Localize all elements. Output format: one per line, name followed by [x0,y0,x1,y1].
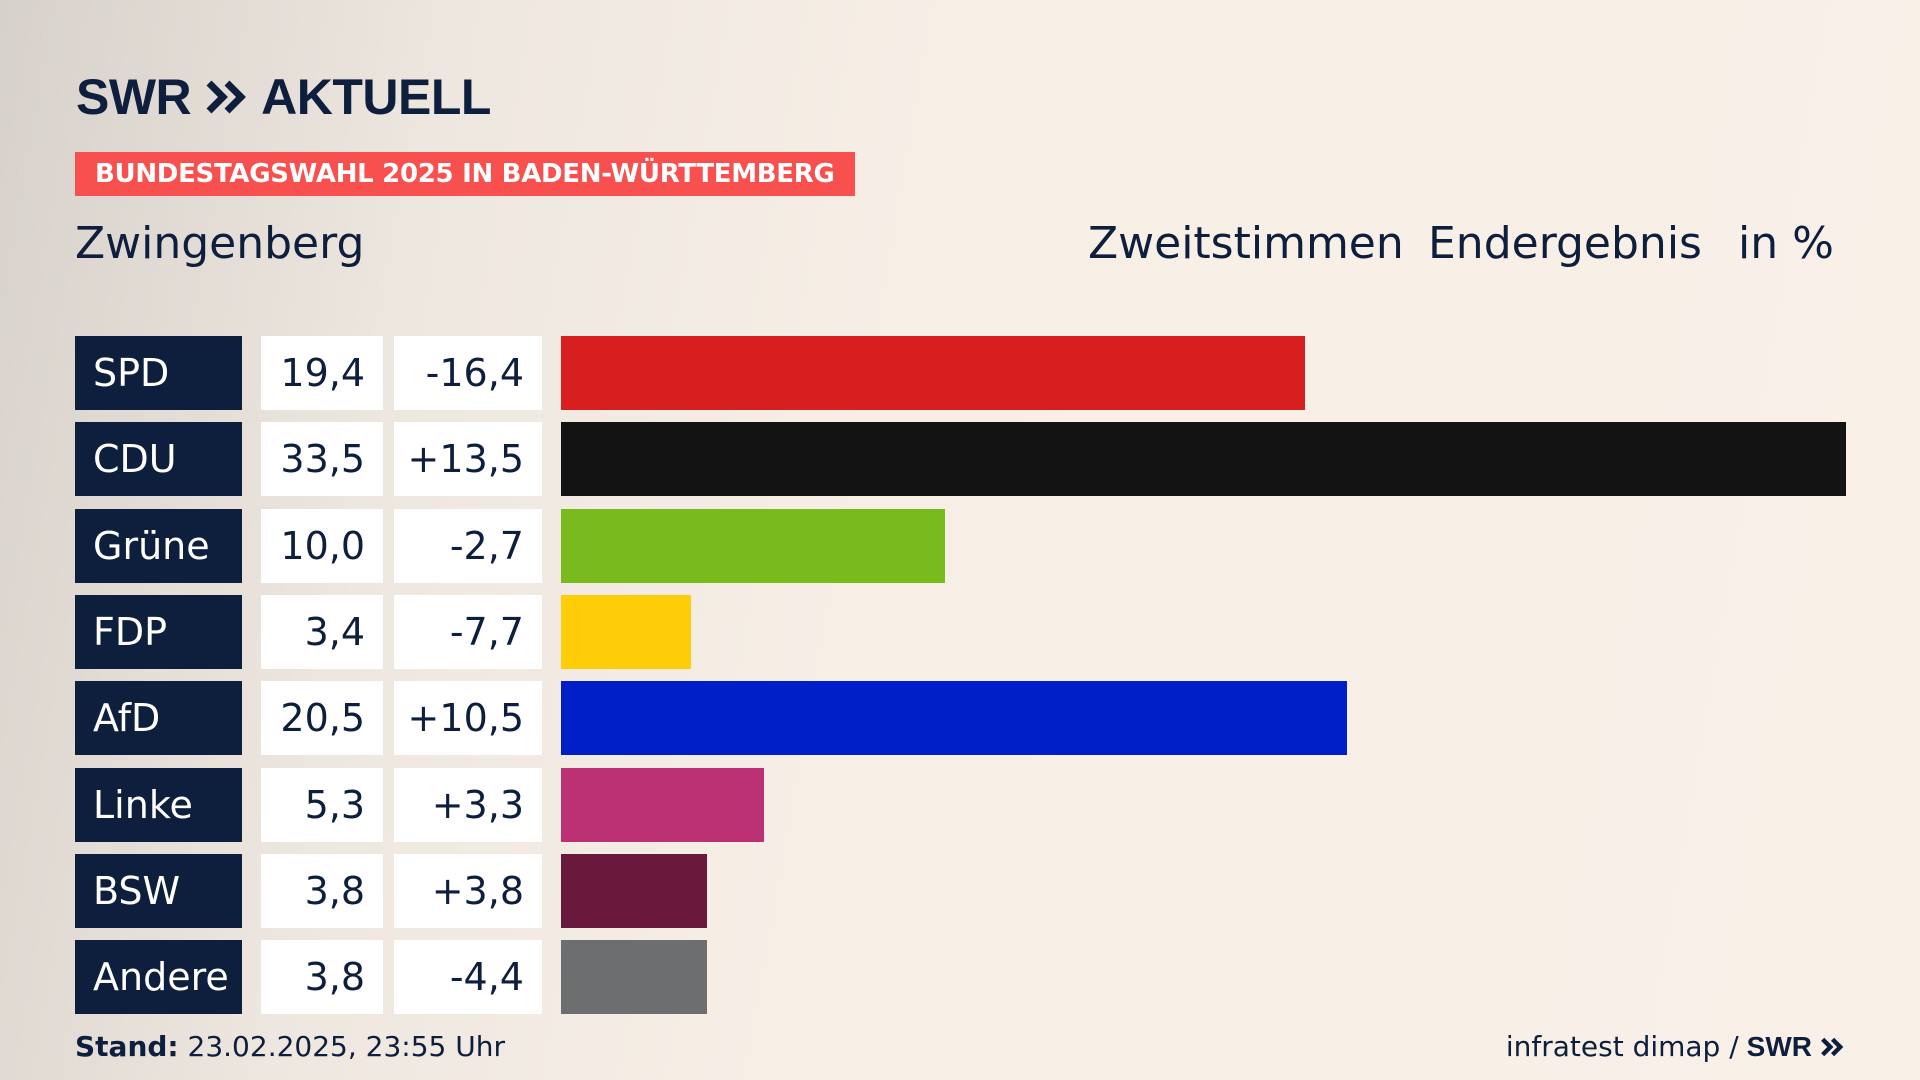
party-label: FDP [75,595,242,669]
bar-afd [561,681,1347,755]
party-label: Linke [75,768,242,842]
value-label: 3,4 [261,595,383,669]
diff-label: -2,7 [394,509,542,583]
swr-aktuell-logo: SWR AKTUELL [76,68,491,126]
value-label: 3,8 [261,854,383,928]
party-label: SPD [75,336,242,410]
party-label: BSW [75,854,242,928]
bar-cdu [561,422,1846,496]
stand-value: 23.02.2025, 23:55 Uhr [187,1030,505,1063]
party-label: AfD [75,681,242,755]
source-text: infratest dimap / [1505,1030,1739,1063]
value-label: 5,3 [261,768,383,842]
party-label: Andere [75,940,242,1014]
party-label: CDU [75,422,242,496]
diff-label: +13,5 [394,422,542,496]
value-label: 10,0 [261,509,383,583]
bar-spd [561,336,1305,410]
small-double-chevron-icon [1821,1037,1844,1056]
election-banner: BUNDESTAGSWAHL 2025 IN BADEN-WÜRTTEMBERG [75,152,855,196]
logo-aktuell-text: AKTUELL [261,69,491,125]
bar-bsw [561,854,707,928]
double-chevron-icon [206,80,247,114]
value-label: 3,8 [261,940,383,1014]
source-logo-text: SWR [1746,1030,1812,1062]
value-label: 20,5 [261,681,383,755]
value-label: 33,5 [261,422,383,496]
diff-label: -4,4 [394,940,542,1014]
party-label: Grüne [75,509,242,583]
bar-andere [561,940,707,1014]
diff-label: -7,7 [394,595,542,669]
bar-grüne [561,509,945,583]
diff-label: +10,5 [394,681,542,755]
diff-label: -16,4 [394,336,542,410]
bar-linke [561,768,764,842]
value-label: 19,4 [261,336,383,410]
timestamp: Stand: 23.02.2025, 23:55 Uhr [75,1030,505,1063]
vote-type-label: Zweitstimmen [1088,218,1404,269]
diff-label: +3,3 [394,768,542,842]
diff-label: +3,8 [394,854,542,928]
status-label: Endergebnis [1428,218,1702,269]
logo-swr-text: SWR [76,69,192,125]
bar-fdp [561,595,691,669]
source-credit: infratest dimap / SWR [1506,1030,1844,1063]
stand-label: Stand: [75,1030,179,1063]
unit-label: in % [1738,218,1834,269]
location-title: Zwingenberg [75,218,365,269]
